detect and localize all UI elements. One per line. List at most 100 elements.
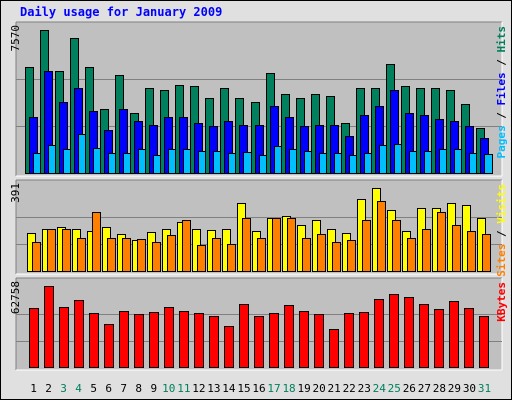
x-tick-label-30: 30 [463, 382, 476, 395]
bar-sites-day-24 [377, 201, 386, 272]
x-tick-label-1: 1 [30, 382, 37, 395]
x-tick-label-17: 17 [267, 382, 280, 395]
bar-sites-day-8 [137, 239, 146, 272]
x-tick-label-26: 26 [403, 382, 416, 395]
y-max-label-visits: 391 [9, 183, 22, 203]
bar-kbytes-day-17 [269, 313, 279, 368]
bar-sites-day-12 [197, 245, 206, 272]
bar-kbytes-day-13 [209, 316, 219, 368]
bar-sites-day-15 [242, 218, 251, 272]
bar-kbytes-day-27 [419, 304, 429, 368]
x-tick-label-6: 6 [105, 382, 112, 395]
bar-sites-day-17 [272, 218, 281, 272]
legend-kbytes: KBytes [495, 282, 508, 322]
legend-hits: Pages / Files / Hits [495, 26, 508, 159]
bar-kbytes-day-1 [29, 308, 39, 368]
x-tick-label-13: 13 [207, 382, 220, 395]
x-tick-label-31: 31 [478, 382, 491, 395]
bar-sites-day-30 [467, 231, 476, 272]
x-tick-label-22: 22 [343, 382, 356, 395]
bar-sites-day-9 [152, 242, 161, 272]
bar-kbytes-day-8 [134, 314, 144, 368]
bar-sites-day-6 [107, 238, 116, 272]
bar-sites-day-4 [77, 238, 86, 272]
x-tick-label-3: 3 [60, 382, 67, 395]
x-tick-label-21: 21 [328, 382, 341, 395]
legend-entry-hits: Hits [495, 26, 508, 53]
x-tick-label-25: 25 [388, 382, 401, 395]
x-tick-label-2: 2 [45, 382, 52, 395]
bar-kbytes-day-19 [299, 311, 309, 368]
x-tick-label-10: 10 [162, 382, 175, 395]
bar-sites-day-2 [47, 229, 56, 272]
bar-kbytes-day-20 [314, 314, 324, 368]
bar-sites-day-27 [422, 229, 431, 272]
bar-kbytes-day-2 [44, 286, 54, 368]
x-tick-label-8: 8 [135, 382, 142, 395]
x-tick-label-19: 19 [297, 382, 310, 395]
legend-entry-visits: Visits [495, 184, 508, 224]
bar-sites-day-22 [347, 240, 356, 272]
legend-visits: Sites / Visits [495, 184, 508, 277]
bar-sites-day-28 [437, 212, 446, 272]
bar-sites-day-3 [62, 229, 71, 272]
bar-kbytes-day-31 [479, 316, 489, 368]
bar-sites-day-11 [182, 220, 191, 272]
bar-kbytes-day-5 [89, 313, 99, 368]
x-tick-label-4: 4 [75, 382, 82, 395]
bar-sites-day-10 [167, 235, 176, 272]
bar-sites-day-21 [332, 242, 341, 272]
legend-separator: / [495, 106, 508, 126]
bar-kbytes-day-28 [434, 309, 444, 368]
bar-kbytes-day-12 [194, 313, 204, 368]
panel-kbytes: 62758 KBytes [9, 277, 508, 371]
bar-sites-day-18 [287, 218, 296, 272]
x-tick-label-7: 7 [120, 382, 127, 395]
bar-kbytes-day-22 [344, 313, 354, 368]
bar-kbytes-day-15 [239, 304, 249, 368]
chart-title: Daily usage for January 2009 [20, 5, 223, 19]
x-tick-label-15: 15 [237, 382, 250, 395]
x-tick-label-5: 5 [90, 382, 97, 395]
bar-sites-day-20 [317, 234, 326, 272]
bar-sites-day-25 [392, 220, 401, 272]
bar-kbytes-day-25 [389, 294, 399, 368]
bar-sites-day-1 [32, 242, 41, 272]
bar-sites-day-31 [482, 234, 491, 272]
bar-kbytes-day-18 [284, 305, 294, 368]
legend-separator: / [495, 53, 508, 73]
bar-kbytes-day-29 [449, 301, 459, 368]
panels-layer: 7570 Pages / Files / Hits 391 Sites / Visit… [9, 21, 508, 371]
bar-kbytes-day-30 [464, 308, 474, 368]
legend-entry-sites: Sites [495, 244, 508, 277]
x-tick-label-9: 9 [150, 382, 157, 395]
bar-kbytes-day-10 [164, 307, 174, 368]
bar-kbytes-day-16 [254, 316, 264, 368]
bar-sites-day-13 [212, 238, 221, 272]
bar-sites-day-5 [92, 212, 101, 272]
x-tick-label-16: 16 [252, 382, 265, 395]
legend-entry-pages: Pages [495, 125, 508, 158]
bar-kbytes-day-6 [104, 324, 114, 368]
bar-sites-day-14 [227, 244, 236, 272]
x-tick-label-12: 12 [192, 382, 205, 395]
x-tick-label-18: 18 [282, 382, 295, 395]
x-tick-label-14: 14 [222, 382, 236, 395]
x-axis-labels: 1 2 3 4 5 6 7 8 9 10 11 12 13 14 15 16 17 18 19 20 21 22 23 24 2… [30, 382, 491, 395]
bar-kbytes-day-21 [329, 329, 339, 368]
bar-kbytes-day-7 [119, 311, 129, 368]
y-max-label-hits: 7570 [9, 25, 22, 52]
bar-kbytes-day-4 [74, 300, 84, 368]
bar-kbytes-day-11 [179, 311, 189, 368]
bar-kbytes-day-23 [359, 312, 369, 368]
y-max-label-kbytes: 62758 [9, 281, 22, 314]
x-tick-label-23: 23 [358, 382, 371, 395]
x-tick-label-24: 24 [373, 382, 387, 395]
bar-kbytes-day-3 [59, 307, 69, 368]
panel-visits: 391 Sites / Visits [9, 179, 508, 277]
bar-sites-day-16 [257, 238, 266, 272]
bar-kbytes-day-26 [404, 297, 414, 368]
bar-sites-day-23 [362, 220, 371, 272]
bar-kbytes-day-9 [149, 312, 159, 368]
bar-kbytes-day-14 [224, 326, 234, 368]
